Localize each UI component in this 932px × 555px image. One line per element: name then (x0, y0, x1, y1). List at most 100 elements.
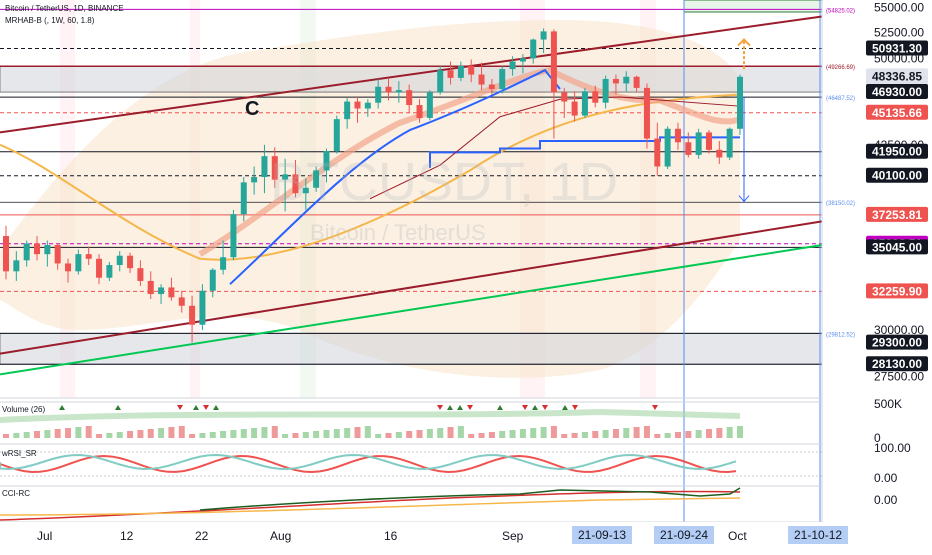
volume-axis-bottom: 0 (874, 431, 881, 445)
candle-51 (530, 38, 537, 64)
volume-bar-52 (540, 427, 547, 438)
candle-35 (364, 99, 371, 117)
candle-57 (592, 85, 599, 108)
date-tag-bg-0 (572, 526, 632, 544)
candle-54 (561, 87, 568, 118)
volume-bar-31 (323, 430, 330, 438)
volume-bar-48 (499, 431, 506, 438)
candle-40 (416, 99, 423, 123)
candle-34 (354, 96, 361, 123)
volume-bar-63 (654, 434, 661, 438)
volume-bar-34 (354, 427, 361, 438)
x-tick-22: 22 (195, 529, 209, 543)
volume-bar-58 (602, 430, 609, 438)
price-tag-bg-2 (866, 84, 928, 100)
candle-58 (602, 75, 609, 109)
candle-68 (705, 129, 712, 154)
volume-bar-1 (13, 433, 20, 438)
volume-signal-down-13 (542, 405, 548, 410)
x-tick-16: 16 (384, 529, 398, 543)
volume-bar-24 (251, 428, 258, 438)
price-tag-1: 48336.85 (872, 69, 922, 83)
candle-23 (240, 177, 247, 222)
resistance-zone-c (0, 65, 823, 93)
axis-small-label-4: (29812.52) (826, 332, 855, 338)
candle-0 (3, 225, 9, 280)
volume-ma (0, 408, 741, 423)
candle-42 (437, 65, 444, 95)
candle-14 (147, 271, 154, 300)
candle-39 (406, 84, 413, 114)
candle-60 (623, 71, 630, 92)
candle-16 (168, 277, 175, 301)
candle-52 (540, 28, 547, 54)
candle-45 (468, 59, 475, 83)
candle-13 (137, 260, 144, 286)
volume-bar-27 (282, 434, 289, 438)
volume-bar-12 (127, 431, 134, 438)
candle-2 (23, 240, 30, 267)
volume-bar-20 (209, 432, 216, 438)
price-tag-bg-11 (866, 356, 928, 372)
volume-bar-56 (581, 432, 588, 438)
volume-bar-55 (571, 433, 578, 438)
candle-22 (230, 209, 237, 261)
volume-signal-down-11 (522, 405, 528, 410)
volume-signal-up-1 (115, 405, 121, 410)
volume-bar-0 (3, 434, 9, 438)
volume-bar-36 (375, 434, 382, 438)
volume-bar-5 (54, 429, 61, 438)
candle-63 (654, 122, 661, 176)
watermark-symbol: BTCUSDT, 1D (270, 152, 618, 212)
wrsi-line-red (0, 454, 737, 473)
wrsi-line-green (0, 454, 737, 471)
volume-bar-6 (65, 428, 72, 438)
candle-8 (85, 246, 92, 266)
candle-12 (127, 252, 134, 273)
candle-71 (737, 74, 743, 135)
candle-37 (385, 77, 392, 101)
volume-bar-11 (116, 432, 123, 438)
volume-bar-37 (385, 433, 392, 438)
candle-36 (375, 78, 382, 109)
ema-blue (229, 68, 561, 285)
candle-20 (209, 268, 216, 298)
cci-panel-label: CCI-RC (2, 489, 30, 498)
upper-trend-line (0, 15, 823, 134)
volume-bar-33 (344, 428, 351, 438)
candle-64 (664, 126, 671, 170)
volume-bar-4 (44, 430, 51, 438)
volume-bar-3 (34, 431, 41, 438)
volume-signal-up-10 (497, 405, 503, 410)
candle-32 (333, 115, 340, 154)
wrsi-panel-label: wRSI_SR (1, 449, 37, 458)
moving-average-orange (0, 93, 741, 261)
candle-5 (54, 243, 61, 270)
candle-6 (65, 258, 72, 283)
volume-signal-down-6 (437, 405, 443, 410)
price-tag-0: 50931.30 (872, 42, 922, 56)
cci-axis-zero: 0.00 (874, 493, 898, 507)
candle-50 (519, 54, 526, 74)
candle-53 (550, 29, 557, 139)
volume-signal-up-5 (213, 405, 219, 410)
cci-line-green (199, 487, 741, 511)
volume-bar-39 (406, 431, 413, 438)
candle-7 (75, 249, 82, 275)
price-tag-bg-5 (866, 167, 928, 183)
volume-panel-label: Volume (26) (2, 405, 45, 414)
time-axis (0, 522, 932, 550)
volume-axis-top: 500K (874, 397, 902, 411)
volume-bar-30 (313, 431, 320, 438)
volume-bar-54 (561, 434, 568, 438)
price-tag-2: 46930.00 (872, 85, 922, 99)
volume-bar-47 (488, 432, 495, 438)
thin-red-line (369, 96, 741, 200)
green-trend-line (0, 244, 823, 376)
candle-3 (34, 236, 41, 261)
volume-bar-65 (674, 432, 681, 438)
candle-69 (716, 141, 723, 164)
candle-24 (251, 166, 258, 195)
